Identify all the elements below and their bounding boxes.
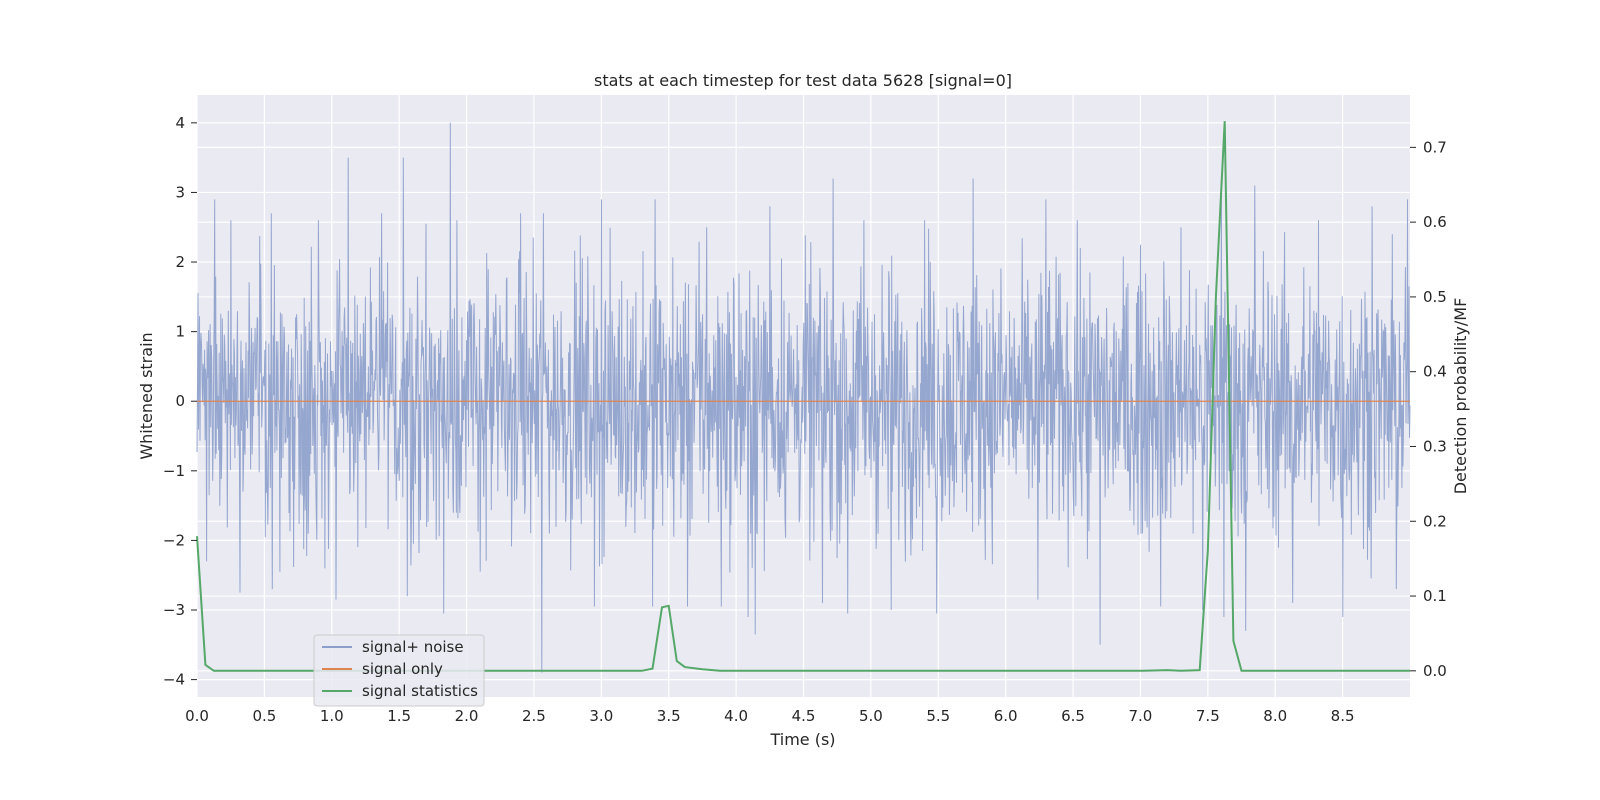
- y-tick-label: 0: [175, 392, 185, 410]
- legend-frame: [313, 634, 485, 707]
- x-tick-label: 2.5: [522, 707, 546, 725]
- x-tick-label: 6.5: [1061, 707, 1085, 725]
- x-axis-label: Time (s): [769, 730, 835, 749]
- x-tick-label: 5.5: [926, 707, 950, 725]
- x-tick-label: 0.5: [252, 707, 276, 725]
- legend: signal+ noise signal only signal statist…: [313, 634, 485, 707]
- x-tick-label: 3.5: [657, 707, 681, 725]
- x-tick-label: 8.5: [1331, 707, 1355, 725]
- x-tick-label: 6.0: [994, 707, 1018, 725]
- y-right-tick-label: 0.1: [1423, 587, 1447, 605]
- noise-series: [196, 122, 1411, 673]
- noise-line: [196, 122, 1411, 673]
- y-tick-label: 1: [175, 323, 185, 341]
- y-axis-right-label: Detection probability/MF: [1451, 298, 1470, 495]
- y-right-tick-label: 0.7: [1423, 138, 1447, 156]
- y-right-tick-label: 0.4: [1423, 363, 1447, 381]
- y-right-tick-label: 0.3: [1423, 437, 1447, 455]
- y-right-tick-label: 0.5: [1423, 288, 1447, 306]
- y-tick-label: −3: [163, 601, 185, 619]
- legend-label-noise: signal+ noise: [362, 638, 464, 656]
- x-tick-label: 3.0: [589, 707, 613, 725]
- x-tick-label: 2.0: [455, 707, 479, 725]
- y-axis-label: Whitened strain: [137, 332, 156, 459]
- x-tick-label: 4.0: [724, 707, 748, 725]
- x-tick-label: 1.0: [320, 707, 344, 725]
- legend-label-signal: signal only: [362, 660, 443, 678]
- y-right-tick-label: 0.2: [1423, 512, 1447, 530]
- y-tick-label: 2: [175, 253, 185, 271]
- chart-title: stats at each timestep for test data 562…: [594, 71, 1012, 90]
- y-right-tick-label: 0.0: [1423, 662, 1447, 680]
- x-tick-label: 1.5: [387, 707, 411, 725]
- y-tick-label: −4: [163, 671, 185, 689]
- legend-label-stats: signal statistics: [362, 682, 478, 700]
- y-tick-label: −2: [163, 531, 185, 549]
- x-tick-label: 4.5: [792, 707, 816, 725]
- y-tick-label: −1: [163, 462, 185, 480]
- x-tick-label: 8.0: [1263, 707, 1287, 725]
- x-tick-label: 7.0: [1129, 707, 1153, 725]
- y-tick-label: 3: [175, 183, 185, 201]
- x-tick-label: 0.0: [185, 707, 209, 725]
- x-tick-label: 5.0: [859, 707, 883, 725]
- ticks: 0.0 0.5 1.0 1.5 2.0 2.5 3.0 3.5 4.0 4.5 5.0 5.5 6.0 6…: [163, 114, 1447, 725]
- x-tick-label: 7.5: [1196, 707, 1220, 725]
- y-tick-label: 4: [175, 114, 185, 132]
- y-right-tick-label: 0.6: [1423, 213, 1447, 231]
